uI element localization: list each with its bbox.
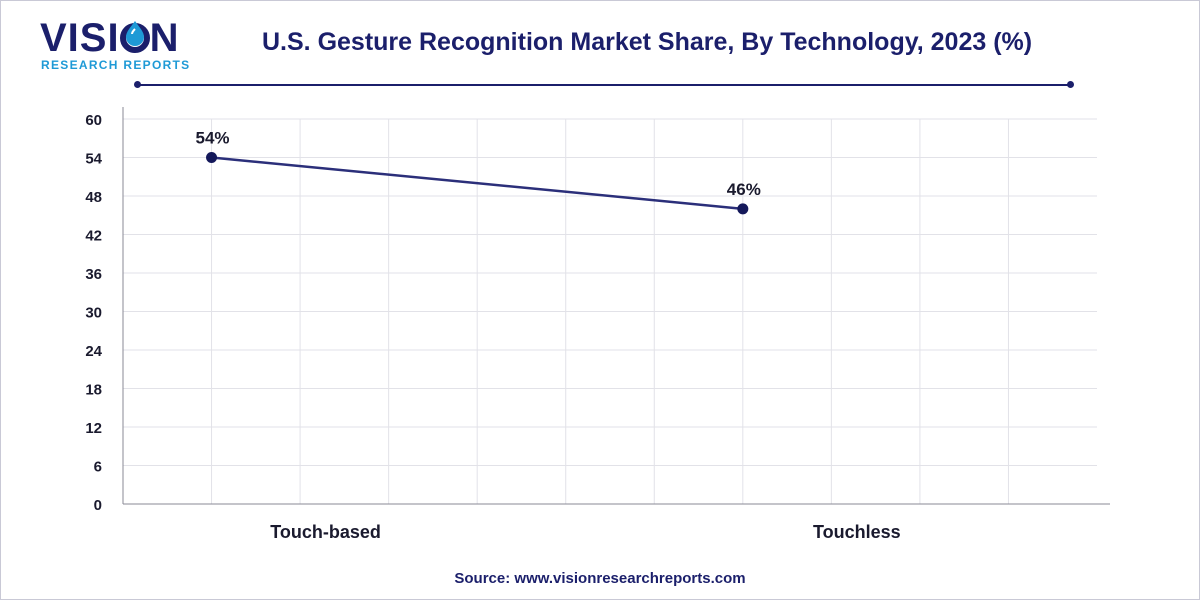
x-tick-label: Touchless xyxy=(813,522,901,542)
y-tick-label: 42 xyxy=(85,228,102,245)
data-point xyxy=(737,203,749,215)
y-tick-label: 48 xyxy=(85,189,102,206)
y-tick-label: 54 xyxy=(85,151,102,168)
y-tick-label: 6 xyxy=(94,459,102,476)
y-tick-label: 36 xyxy=(85,266,102,283)
y-tick-label: 30 xyxy=(85,305,102,322)
y-tick-label: 0 xyxy=(94,497,102,514)
y-tick-label: 24 xyxy=(85,343,102,360)
brand-logo: VISI N RESEARCH REPORTS xyxy=(40,16,200,72)
title-underline-left-dot xyxy=(134,81,141,88)
y-tick-label: 18 xyxy=(85,382,102,399)
y-tick-label: 60 xyxy=(85,112,102,129)
data-label: 46% xyxy=(727,180,761,199)
source-note: Source: www.visionresearchreports.com xyxy=(454,570,746,587)
logo-wordmark: VISI N xyxy=(40,16,180,60)
logo-tagline: RESEARCH REPORTS xyxy=(41,58,191,72)
title-underline xyxy=(137,84,1070,86)
data-label: 54% xyxy=(196,129,230,148)
series-line xyxy=(211,156,743,211)
data-point xyxy=(206,152,218,163)
chart-title: U.S. Gesture Recognition Market Share, B… xyxy=(262,28,1033,56)
title-underline-right-dot xyxy=(1067,81,1074,88)
x-tick-label: Touch-based xyxy=(270,522,381,542)
y-tick-label: 12 xyxy=(85,420,102,437)
logo-drop-icon xyxy=(119,18,150,53)
